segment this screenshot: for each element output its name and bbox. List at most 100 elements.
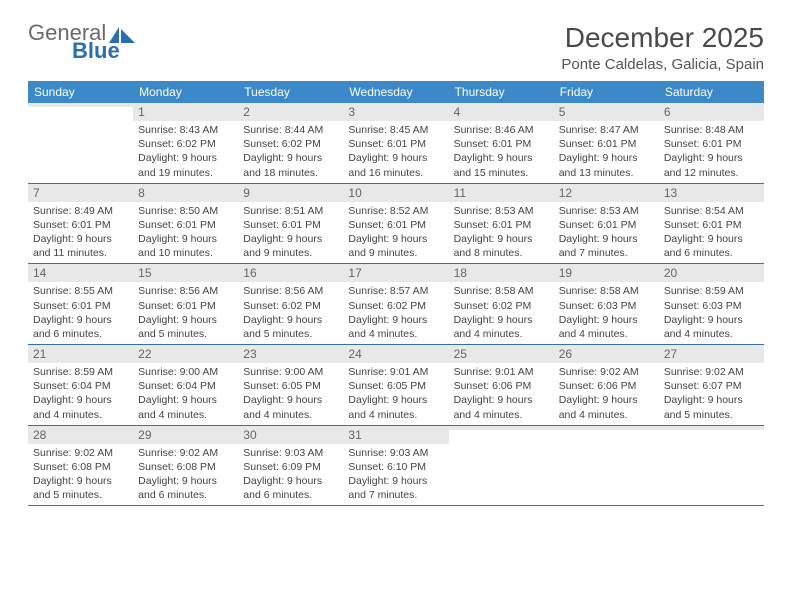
calendar-cell: 7Sunrise: 8:49 AMSunset: 6:01 PMDaylight… xyxy=(28,184,133,264)
weekday-tue: Tuesday xyxy=(238,81,343,103)
calendar-cell: 21Sunrise: 8:59 AMSunset: 6:04 PMDayligh… xyxy=(28,345,133,425)
daylight-text: Daylight: 9 hours and 16 minutes. xyxy=(348,151,443,179)
day-info: Sunrise: 8:48 AMSunset: 6:01 PMDaylight:… xyxy=(659,121,764,183)
day-info: Sunrise: 8:56 AMSunset: 6:02 PMDaylight:… xyxy=(238,282,343,344)
day-number: 6 xyxy=(659,103,764,121)
sunrise-text: Sunrise: 9:02 AM xyxy=(33,446,128,460)
day-info: Sunrise: 8:56 AMSunset: 6:01 PMDaylight:… xyxy=(133,282,238,344)
daylight-text: Daylight: 9 hours and 11 minutes. xyxy=(33,232,128,260)
calendar-cell: 10Sunrise: 8:52 AMSunset: 6:01 PMDayligh… xyxy=(343,184,448,264)
day-number: 9 xyxy=(238,184,343,202)
calendar-cell: 14Sunrise: 8:55 AMSunset: 6:01 PMDayligh… xyxy=(28,264,133,344)
weekday-header: Sunday Monday Tuesday Wednesday Thursday… xyxy=(28,81,764,103)
day-info: Sunrise: 8:52 AMSunset: 6:01 PMDaylight:… xyxy=(343,202,448,264)
daylight-text: Daylight: 9 hours and 13 minutes. xyxy=(559,151,654,179)
calendar-cell: 30Sunrise: 9:03 AMSunset: 6:09 PMDayligh… xyxy=(238,426,343,506)
day-number: 30 xyxy=(238,426,343,444)
weekday-fri: Friday xyxy=(554,81,659,103)
day-info: Sunrise: 9:02 AMSunset: 6:06 PMDaylight:… xyxy=(554,363,659,425)
sunset-text: Sunset: 6:02 PM xyxy=(138,137,233,151)
sunrise-text: Sunrise: 9:02 AM xyxy=(138,446,233,460)
day-number: 24 xyxy=(343,345,448,363)
day-number: 5 xyxy=(554,103,659,121)
day-info: Sunrise: 9:00 AMSunset: 6:05 PMDaylight:… xyxy=(238,363,343,425)
sunrise-text: Sunrise: 8:59 AM xyxy=(33,365,128,379)
sunset-text: Sunset: 6:02 PM xyxy=(243,299,338,313)
day-number: 19 xyxy=(554,264,659,282)
sunset-text: Sunset: 6:02 PM xyxy=(348,299,443,313)
day-info: Sunrise: 8:50 AMSunset: 6:01 PMDaylight:… xyxy=(133,202,238,264)
daylight-text: Daylight: 9 hours and 6 minutes. xyxy=(664,232,759,260)
day-number: 11 xyxy=(449,184,554,202)
sunrise-text: Sunrise: 9:01 AM xyxy=(348,365,443,379)
daylight-text: Daylight: 9 hours and 4 minutes. xyxy=(454,393,549,421)
calendar-cell xyxy=(659,426,764,506)
sunset-text: Sunset: 6:02 PM xyxy=(454,299,549,313)
day-info: Sunrise: 8:47 AMSunset: 6:01 PMDaylight:… xyxy=(554,121,659,183)
day-number: 26 xyxy=(554,345,659,363)
calendar-cell: 3Sunrise: 8:45 AMSunset: 6:01 PMDaylight… xyxy=(343,103,448,183)
sunrise-text: Sunrise: 8:53 AM xyxy=(454,204,549,218)
sunrise-text: Sunrise: 8:54 AM xyxy=(664,204,759,218)
calendar-week: 14Sunrise: 8:55 AMSunset: 6:01 PMDayligh… xyxy=(28,264,764,345)
sunset-text: Sunset: 6:03 PM xyxy=(664,299,759,313)
day-info: Sunrise: 9:01 AMSunset: 6:05 PMDaylight:… xyxy=(343,363,448,425)
sunrise-text: Sunrise: 8:55 AM xyxy=(33,284,128,298)
day-number: 10 xyxy=(343,184,448,202)
sunrise-text: Sunrise: 8:48 AM xyxy=(664,123,759,137)
daylight-text: Daylight: 9 hours and 9 minutes. xyxy=(243,232,338,260)
daylight-text: Daylight: 9 hours and 10 minutes. xyxy=(138,232,233,260)
sunset-text: Sunset: 6:01 PM xyxy=(138,218,233,232)
sunrise-text: Sunrise: 9:03 AM xyxy=(348,446,443,460)
daylight-text: Daylight: 9 hours and 19 minutes. xyxy=(138,151,233,179)
day-info: Sunrise: 9:01 AMSunset: 6:06 PMDaylight:… xyxy=(449,363,554,425)
sunset-text: Sunset: 6:01 PM xyxy=(243,218,338,232)
calendar-cell: 16Sunrise: 8:56 AMSunset: 6:02 PMDayligh… xyxy=(238,264,343,344)
day-number: 7 xyxy=(28,184,133,202)
sunrise-text: Sunrise: 8:45 AM xyxy=(348,123,443,137)
sunrise-text: Sunrise: 9:03 AM xyxy=(243,446,338,460)
day-info: Sunrise: 9:03 AMSunset: 6:10 PMDaylight:… xyxy=(343,444,448,506)
sunrise-text: Sunrise: 8:53 AM xyxy=(559,204,654,218)
calendar-cell: 19Sunrise: 8:58 AMSunset: 6:03 PMDayligh… xyxy=(554,264,659,344)
day-info: Sunrise: 9:02 AMSunset: 6:07 PMDaylight:… xyxy=(659,363,764,425)
daylight-text: Daylight: 9 hours and 5 minutes. xyxy=(33,474,128,502)
daylight-text: Daylight: 9 hours and 7 minutes. xyxy=(559,232,654,260)
sunset-text: Sunset: 6:05 PM xyxy=(348,379,443,393)
weekday-wed: Wednesday xyxy=(343,81,448,103)
day-info: Sunrise: 8:46 AMSunset: 6:01 PMDaylight:… xyxy=(449,121,554,183)
daylight-text: Daylight: 9 hours and 5 minutes. xyxy=(138,313,233,341)
day-number: 15 xyxy=(133,264,238,282)
sunrise-text: Sunrise: 8:52 AM xyxy=(348,204,443,218)
day-info: Sunrise: 8:51 AMSunset: 6:01 PMDaylight:… xyxy=(238,202,343,264)
daylight-text: Daylight: 9 hours and 6 minutes. xyxy=(243,474,338,502)
day-number: 20 xyxy=(659,264,764,282)
sunset-text: Sunset: 6:01 PM xyxy=(454,137,549,151)
weekday-sat: Saturday xyxy=(659,81,764,103)
sunrise-text: Sunrise: 9:01 AM xyxy=(454,365,549,379)
sunrise-text: Sunrise: 8:57 AM xyxy=(348,284,443,298)
calendar-week: 21Sunrise: 8:59 AMSunset: 6:04 PMDayligh… xyxy=(28,345,764,426)
day-number: 27 xyxy=(659,345,764,363)
day-number: 31 xyxy=(343,426,448,444)
day-number: 22 xyxy=(133,345,238,363)
daylight-text: Daylight: 9 hours and 5 minutes. xyxy=(243,313,338,341)
sunset-text: Sunset: 6:07 PM xyxy=(664,379,759,393)
sunset-text: Sunset: 6:05 PM xyxy=(243,379,338,393)
daylight-text: Daylight: 9 hours and 7 minutes. xyxy=(348,474,443,502)
sunset-text: Sunset: 6:06 PM xyxy=(454,379,549,393)
day-info: Sunrise: 8:44 AMSunset: 6:02 PMDaylight:… xyxy=(238,121,343,183)
calendar-week: 7Sunrise: 8:49 AMSunset: 6:01 PMDaylight… xyxy=(28,184,764,265)
sunset-text: Sunset: 6:01 PM xyxy=(454,218,549,232)
sunset-text: Sunset: 6:01 PM xyxy=(664,218,759,232)
day-info: Sunrise: 8:43 AMSunset: 6:02 PMDaylight:… xyxy=(133,121,238,183)
daylight-text: Daylight: 9 hours and 4 minutes. xyxy=(348,393,443,421)
sunrise-text: Sunrise: 8:58 AM xyxy=(454,284,549,298)
calendar-cell xyxy=(28,103,133,183)
daylight-text: Daylight: 9 hours and 4 minutes. xyxy=(348,313,443,341)
calendar-cell: 24Sunrise: 9:01 AMSunset: 6:05 PMDayligh… xyxy=(343,345,448,425)
sunset-text: Sunset: 6:08 PM xyxy=(33,460,128,474)
day-info xyxy=(554,430,659,435)
day-info: Sunrise: 8:57 AMSunset: 6:02 PMDaylight:… xyxy=(343,282,448,344)
calendar-cell: 26Sunrise: 9:02 AMSunset: 6:06 PMDayligh… xyxy=(554,345,659,425)
